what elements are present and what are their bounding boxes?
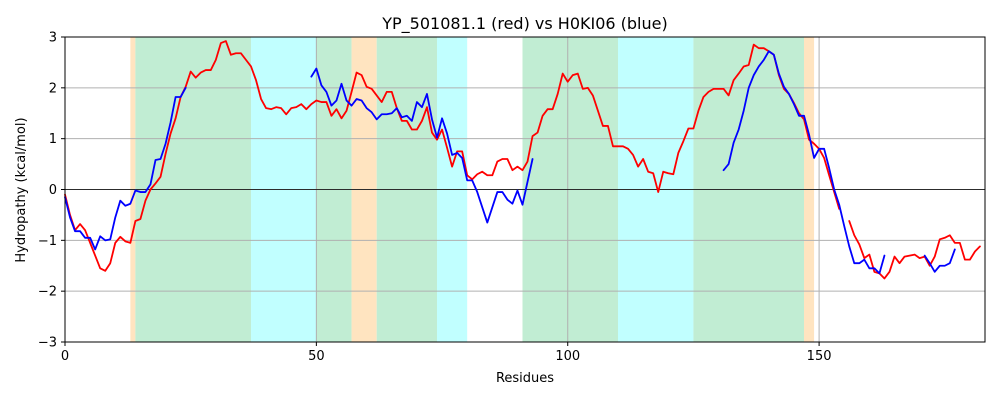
series-line-red-segment-1: [64, 40, 841, 272]
x-tick-label: 50: [308, 349, 325, 364]
series-line-blue-segment-1: [64, 86, 187, 251]
y-tick-label: 3: [49, 31, 57, 46]
series-line-blue-segment-3: [722, 50, 886, 275]
series-line-blue-segment-4: [923, 248, 956, 273]
y-tick-label: 2: [49, 81, 57, 96]
plot-area: [64, 36, 986, 343]
series-line-red-segment-2: [848, 220, 981, 280]
series-lines: [64, 40, 981, 280]
chart-title: YP_501081.1 (red) vs H0KI06 (blue): [381, 14, 667, 34]
y-axis-ticks: −3 −2 −1 0 1 2 3: [38, 31, 65, 351]
y-axis-label: Hydropathy (kcal/mol): [14, 117, 29, 262]
y-tick-label: 1: [49, 132, 57, 147]
y-tick-label: −1: [38, 234, 57, 249]
series-line-blue-segment-2: [310, 67, 534, 224]
y-tick-label: −2: [38, 285, 57, 300]
x-axis-ticks: 0 50 100 150: [61, 342, 832, 364]
y-tick-label: 0: [49, 183, 57, 198]
x-tick-label: 0: [61, 349, 69, 364]
x-tick-label: 150: [807, 349, 832, 364]
x-tick-label: 100: [555, 349, 580, 364]
x-axis-label: Residues: [496, 371, 554, 386]
y-tick-label: −3: [38, 336, 57, 351]
